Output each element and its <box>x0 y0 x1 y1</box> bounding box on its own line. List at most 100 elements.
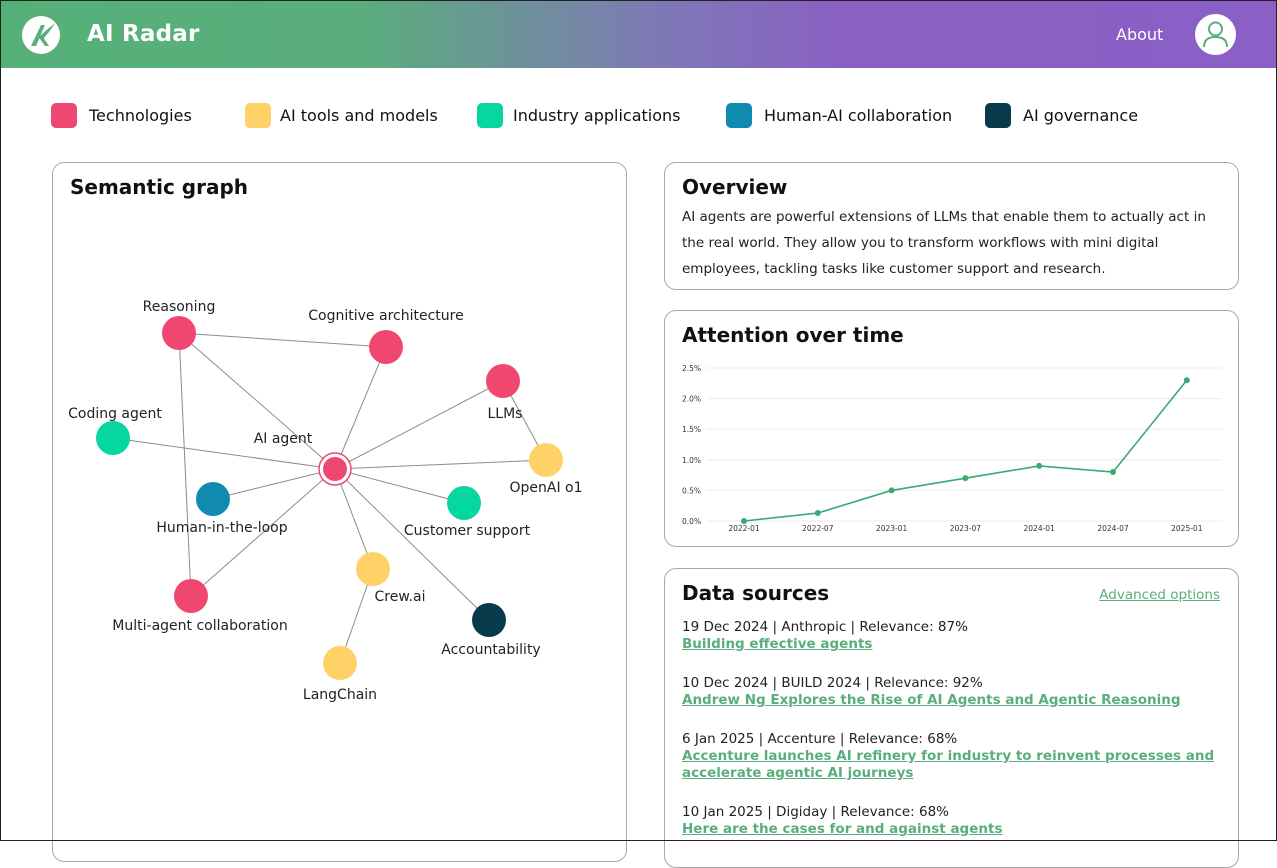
legend-label: Industry applications <box>513 105 681 125</box>
graph-node-label: Multi-agent collaboration <box>112 618 287 634</box>
chart-data-point <box>888 487 895 494</box>
graph-node-reasoning[interactable]: Reasoning <box>143 299 216 350</box>
chart-y-tick-label: 1.5% <box>682 425 701 434</box>
source-item: 10 Jan 2025 | Digiday | Relevance: 68% H… <box>682 804 1222 838</box>
chart-y-tick-label: 2.5% <box>682 364 701 373</box>
chart-series-line <box>743 379 1188 522</box>
graph-edge <box>178 332 387 348</box>
source-meta: 19 Dec 2024 | Anthropic | Relevance: 87% <box>682 619 968 635</box>
graph-node-label: Coding agent <box>68 406 162 422</box>
attention-panel: Attention over time 0.0% 0.5% 1.0% 1.5% 2.0%… <box>664 310 1239 547</box>
graph-edge <box>334 468 465 504</box>
legend-item-technologies[interactable]: Technologies <box>51 102 192 128</box>
panel-title: Attention over time <box>682 323 904 347</box>
source-item: 6 Jan 2025 | Accenture | Relevance: 68% … <box>682 731 1222 782</box>
graph-node-label: Cognitive architecture <box>308 308 463 324</box>
graph-edge <box>212 468 336 500</box>
legend-swatch <box>245 102 271 128</box>
legend-swatch <box>985 102 1011 128</box>
legend-label: Human-AI collaboration <box>764 105 953 125</box>
chart-data-point <box>741 518 747 524</box>
chart-x-tick-label: 2022-01 <box>728 524 760 533</box>
graph-node-circle <box>447 486 481 520</box>
graph-edge <box>190 468 336 597</box>
chart-data-point <box>814 510 821 517</box>
legend-item-ai-governance[interactable]: AI governance <box>985 102 1138 128</box>
semantic-graph-panel: Semantic graph AI agent Reasoning Cognitiv… <box>52 162 627 862</box>
source-link[interactable]: Building effective agents <box>682 636 873 652</box>
app-name[interactable]: AI Radar <box>87 21 200 47</box>
graph-node-llms[interactable]: LLMs <box>486 364 522 422</box>
user-avatar-icon[interactable] <box>1195 14 1236 55</box>
graph-edge <box>334 468 374 570</box>
chart-x-tick-label: 2024-01 <box>1024 524 1056 533</box>
data-sources-panel: Data sources Advanced options 19 Dec 202… <box>664 568 1239 868</box>
source-meta: 10 Jan 2025 | Digiday | Relevance: 68% <box>682 804 950 820</box>
legend-swatch <box>477 102 503 128</box>
chart-x-tick-label: 2023-01 <box>876 524 908 533</box>
legend-label: Technologies <box>89 105 192 125</box>
graph-node-langchain[interactable]: LangChain <box>303 646 377 703</box>
chart-data-point <box>962 475 969 482</box>
legend-swatch <box>726 102 752 128</box>
chart-series-points <box>741 377 1190 524</box>
graph-node-coding-agent[interactable]: Coding agent <box>68 406 162 455</box>
chart-x-tick-label: 2022-07 <box>802 524 834 533</box>
legend-item-industry-applications[interactable]: Industry applications <box>477 102 681 128</box>
graph-node-label: OpenAI o1 <box>509 480 582 496</box>
top-bar: AI Radar About <box>0 0 1277 68</box>
graph-edge <box>334 346 387 470</box>
source-item: 19 Dec 2024 | Anthropic | Relevance: 87%… <box>682 619 1222 653</box>
chart-y-tick-label: 1.0% <box>682 456 701 465</box>
graph-node-ai-agent[interactable]: AI agent <box>254 431 352 486</box>
chart-data-point <box>1110 469 1116 476</box>
graph-nodes[interactable]: AI agent Reasoning Cognitive architecture L… <box>68 299 582 703</box>
graph-edge <box>112 437 336 470</box>
chart-data-point <box>1036 462 1043 469</box>
panel-title: Overview <box>682 175 788 199</box>
overview-text: AI agents are powerful extensions of LLM… <box>682 209 1206 277</box>
graph-edges <box>112 332 547 664</box>
graph-node-circle <box>356 552 390 586</box>
graph-node-customer-support[interactable]: Customer support <box>404 486 531 539</box>
chart-x-tick-label: 2025-01 <box>1171 524 1203 533</box>
advanced-options-link[interactable]: Advanced options <box>1099 587 1220 603</box>
chart-y-tick-label: 0.0% <box>682 517 701 526</box>
graph-node-circle <box>472 603 506 637</box>
source-item: 10 Dec 2024 | BUILD 2024 | Relevance: 92… <box>682 675 1222 709</box>
graph-node-label: LangChain <box>303 687 377 703</box>
graph-node-label: AI agent <box>254 431 313 447</box>
chart-x-tick-label: 2023-07 <box>950 524 982 533</box>
chart-y-tick-label: 2.0% <box>682 395 701 404</box>
graph-node-accountability[interactable]: Accountability <box>441 603 541 658</box>
semantic-graph[interactable]: AI agent Reasoning Cognitive architecture L… <box>53 163 626 861</box>
graph-edge <box>334 380 504 470</box>
chart-y-tick-label: 0.5% <box>682 486 701 495</box>
graph-node-circle <box>162 316 196 350</box>
graph-edge <box>334 459 547 470</box>
chart-x-tick-label: 2024-07 <box>1097 524 1129 533</box>
ai-radar-logo-icon[interactable] <box>22 16 60 54</box>
source-link[interactable]: Andrew Ng Explores the Rise of AI Agents… <box>682 692 1181 708</box>
legend-item-human-ai-collaboration[interactable]: Human-AI collaboration <box>726 102 952 128</box>
graph-node-crew-ai[interactable]: Crew.ai <box>356 552 425 605</box>
graph-node-label: Crew.ai <box>375 589 426 605</box>
graph-node-multi-agent-collaboration[interactable]: Multi-agent collaboration <box>112 579 288 634</box>
legend-label: AI governance <box>1023 105 1139 125</box>
graph-node-label: Reasoning <box>143 299 216 315</box>
graph-node-circle <box>323 457 347 481</box>
graph-node-human-in-the-loop[interactable]: Human-in-the-loop <box>156 482 288 536</box>
graph-edge <box>178 332 192 597</box>
graph-node-circle <box>486 364 520 398</box>
graph-node-circle <box>529 443 563 477</box>
legend-label: AI tools and models <box>280 105 438 125</box>
source-link[interactable]: Accenture launches AI refinery for indus… <box>682 748 1215 781</box>
graph-node-circle <box>96 421 130 455</box>
graph-node-label: Human-in-the-loop <box>156 520 287 536</box>
graph-node-openai-o1[interactable]: OpenAI o1 <box>509 443 583 496</box>
about-link[interactable]: About <box>1116 25 1164 44</box>
graph-node-cognitive-architecture[interactable]: Cognitive architecture <box>308 308 464 364</box>
source-link[interactable]: Here are the cases for and against agent… <box>682 821 1003 837</box>
graph-node-label: Accountability <box>441 642 540 658</box>
legend-item-ai-tools[interactable]: AI tools and models <box>245 102 438 128</box>
